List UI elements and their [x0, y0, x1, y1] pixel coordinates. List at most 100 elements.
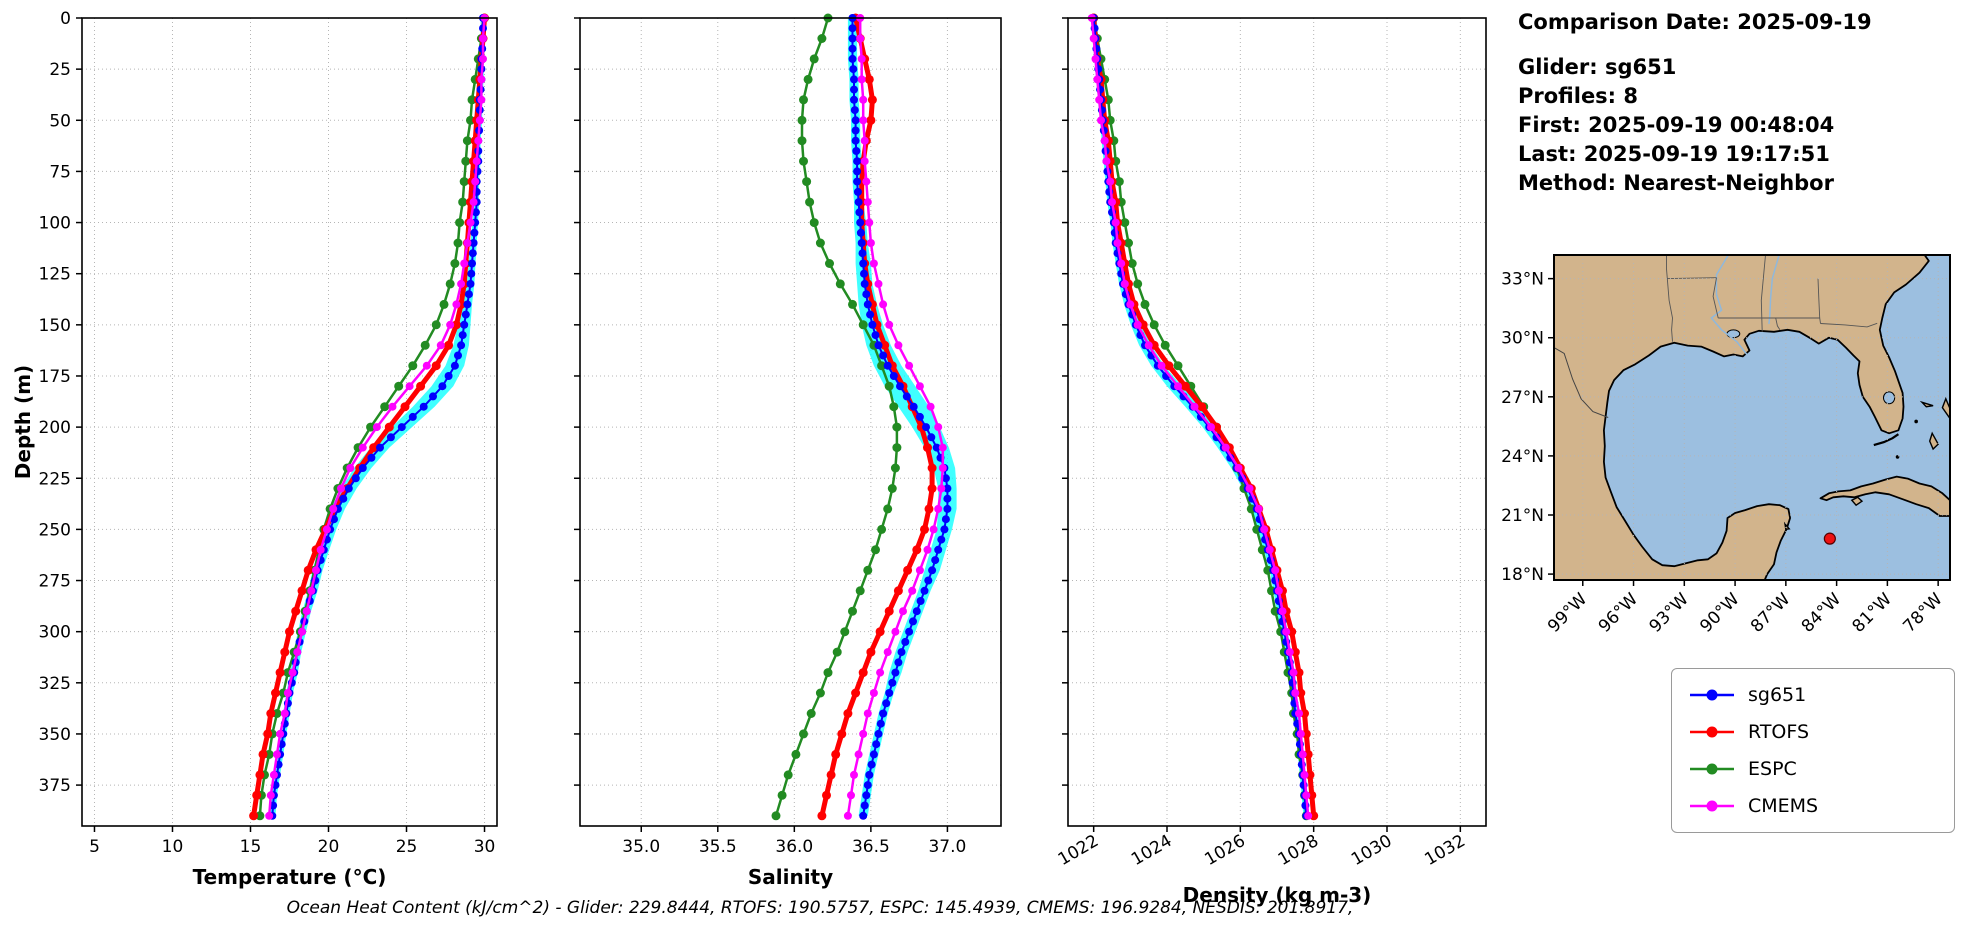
- series-RTOFS-temperature: [249, 13, 489, 821]
- florida-keys: [1873, 433, 1900, 447]
- x-tick-label: 1022: [1055, 831, 1102, 870]
- depth-tick-label: 300: [39, 623, 71, 643]
- gulf-map: 33°N 30°N 27°N 24°N 21°N 18°N99°W 96°W 93°W 90°W…: [1501, 254, 1951, 637]
- map-lat-label: 18°N: [1501, 565, 1544, 585]
- glider-position-marker: [1823, 532, 1836, 545]
- chart-panel-temperature: 5 10 15 20 25 3002550751001251501752002252502…: [39, 9, 498, 889]
- map-land-cuba: [1819, 475, 1950, 517]
- series-ESPC-salinity: [771, 13, 902, 821]
- axis-title-temperature: Temperature (°C): [193, 865, 387, 889]
- depth-tick-label: 150: [39, 316, 71, 336]
- map-lon-label: 96°W: [1595, 589, 1642, 636]
- map-lon-label: 84°W: [1798, 589, 1845, 636]
- x-tick-label: 36.0: [775, 837, 813, 857]
- depth-tick-label: 75: [49, 162, 71, 182]
- map-island: [1850, 496, 1864, 507]
- map-lon-label: 99°W: [1544, 589, 1591, 636]
- legend-marker-CMEMS: [1690, 800, 1734, 812]
- map-lon-label: 78°W: [1899, 589, 1946, 636]
- series-CMEMS-salinity: [843, 14, 947, 820]
- chart-panel-density: 1022 1024 1026 1028 1030 1032 Density (kg m-3): [1055, 13, 1487, 907]
- x-tick-label: 1028: [1275, 831, 1322, 870]
- map-lat-label: 21°N: [1501, 506, 1544, 526]
- map-lat-label: 30°N: [1501, 329, 1544, 349]
- map-lat-label: 33°N: [1501, 270, 1544, 290]
- border-rio-grande: [1554, 347, 1609, 418]
- depth-tick-label: 350: [39, 725, 71, 745]
- method: Method: Nearest-Neighbor: [1518, 171, 1834, 195]
- x-tick-label: 1024: [1128, 831, 1175, 870]
- river: [1768, 255, 1780, 324]
- x-tick-label: 1030: [1348, 831, 1395, 870]
- depth-tick-label: 325: [39, 674, 71, 694]
- state-border: [1712, 277, 1719, 319]
- lake-okeechobee: [1882, 391, 1896, 405]
- last-profile-time: Last: 2025-09-19 19:17:51: [1518, 142, 1830, 166]
- legend-item-sg651: sg651: [1688, 679, 1938, 711]
- x-tick-label: 35.5: [699, 837, 737, 857]
- profiles-count: Profiles: 8: [1518, 84, 1639, 108]
- depth-tick-label: 200: [39, 418, 71, 438]
- map-lat-label: 24°N: [1501, 447, 1544, 467]
- x-tick-label: 1032: [1421, 831, 1468, 870]
- map-lon-label: 81°W: [1849, 589, 1896, 636]
- glider-name: Glider: sg651: [1518, 55, 1677, 79]
- map-island: [1941, 396, 1950, 420]
- ohc-caption: Ocean Heat Content (kJ/cm^2) - Glider: 2…: [286, 898, 1354, 918]
- state-border: [1820, 322, 1878, 328]
- x-tick-label: 25: [396, 837, 418, 857]
- x-tick-label: 37.0: [928, 837, 966, 857]
- band-sg651-salinity: [847, 18, 957, 816]
- first-profile-time: First: 2025-09-19 00:48:04: [1518, 113, 1835, 137]
- depth-tick-label: 250: [39, 520, 71, 540]
- depth-tick-label: 0: [60, 9, 71, 29]
- depth-tick-label: 275: [39, 572, 71, 592]
- depth-tick-label: 50: [49, 111, 71, 131]
- x-tick-label: 10: [162, 837, 184, 857]
- lake-pontchartrain: [1726, 329, 1741, 339]
- series-sg651-density: [1089, 14, 1311, 820]
- axis-title-salinity: Salinity: [748, 865, 833, 889]
- x-tick-label: 30: [474, 837, 496, 857]
- series-CMEMS-density: [1087, 14, 1313, 820]
- series-CMEMS-temperature: [265, 14, 489, 820]
- chart-panel-salinity: 35.0 35.5 36.0 36.5 37.0 Salinity: [574, 13, 1002, 889]
- legend-marker-ESPC: [1690, 763, 1734, 775]
- legend-label-sg651: sg651: [1748, 684, 1807, 706]
- legend-item-RTOFS: RTOFS: [1688, 716, 1938, 748]
- map-frame: [1553, 254, 1951, 581]
- state-border: [1760, 255, 1766, 332]
- state-border: [1817, 278, 1821, 324]
- x-tick-label: 1026: [1201, 831, 1248, 870]
- map-island: [1928, 431, 1940, 451]
- x-tick-label: 35.0: [622, 837, 660, 857]
- depth-tick-label: 225: [39, 469, 71, 489]
- depth-tick-label: 100: [39, 214, 71, 234]
- legend-label-RTOFS: RTOFS: [1748, 721, 1810, 743]
- map-lon-label: 87°W: [1747, 589, 1794, 636]
- legend-marker-sg651: [1690, 689, 1734, 701]
- legend-marker-RTOFS: [1690, 726, 1734, 738]
- axis-title-density: Density (kg m-3): [1183, 883, 1372, 907]
- map-land-mainland: [1554, 255, 1930, 580]
- x-tick-label: 5: [89, 837, 100, 857]
- map-lon-label: 93°W: [1646, 589, 1693, 636]
- depth-tick-label: 25: [49, 60, 71, 80]
- depth-axis-label: Depth (m): [11, 365, 35, 479]
- x-tick-label: 15: [240, 837, 262, 857]
- legend-item-CMEMS: CMEMS: [1688, 790, 1938, 822]
- info-spacer: [1518, 37, 1872, 53]
- series-sg651-salinity: [848, 14, 952, 820]
- map-island: [1919, 400, 1934, 408]
- legend: sg651 RTOFS ESPC CMEMS: [1671, 668, 1955, 833]
- legend-label-CMEMS: CMEMS: [1748, 795, 1819, 817]
- info-block: Comparison Date: 2025-09-19 Glider: sg65…: [1518, 8, 1872, 198]
- depth-tick-label: 125: [39, 265, 71, 285]
- state-border: [1775, 317, 1781, 331]
- depth-tick-label: 375: [39, 776, 71, 796]
- comparison-date: Comparison Date: 2025-09-19: [1518, 10, 1872, 34]
- map-lon-label: 90°W: [1696, 589, 1743, 636]
- x-tick-label: 20: [318, 837, 340, 857]
